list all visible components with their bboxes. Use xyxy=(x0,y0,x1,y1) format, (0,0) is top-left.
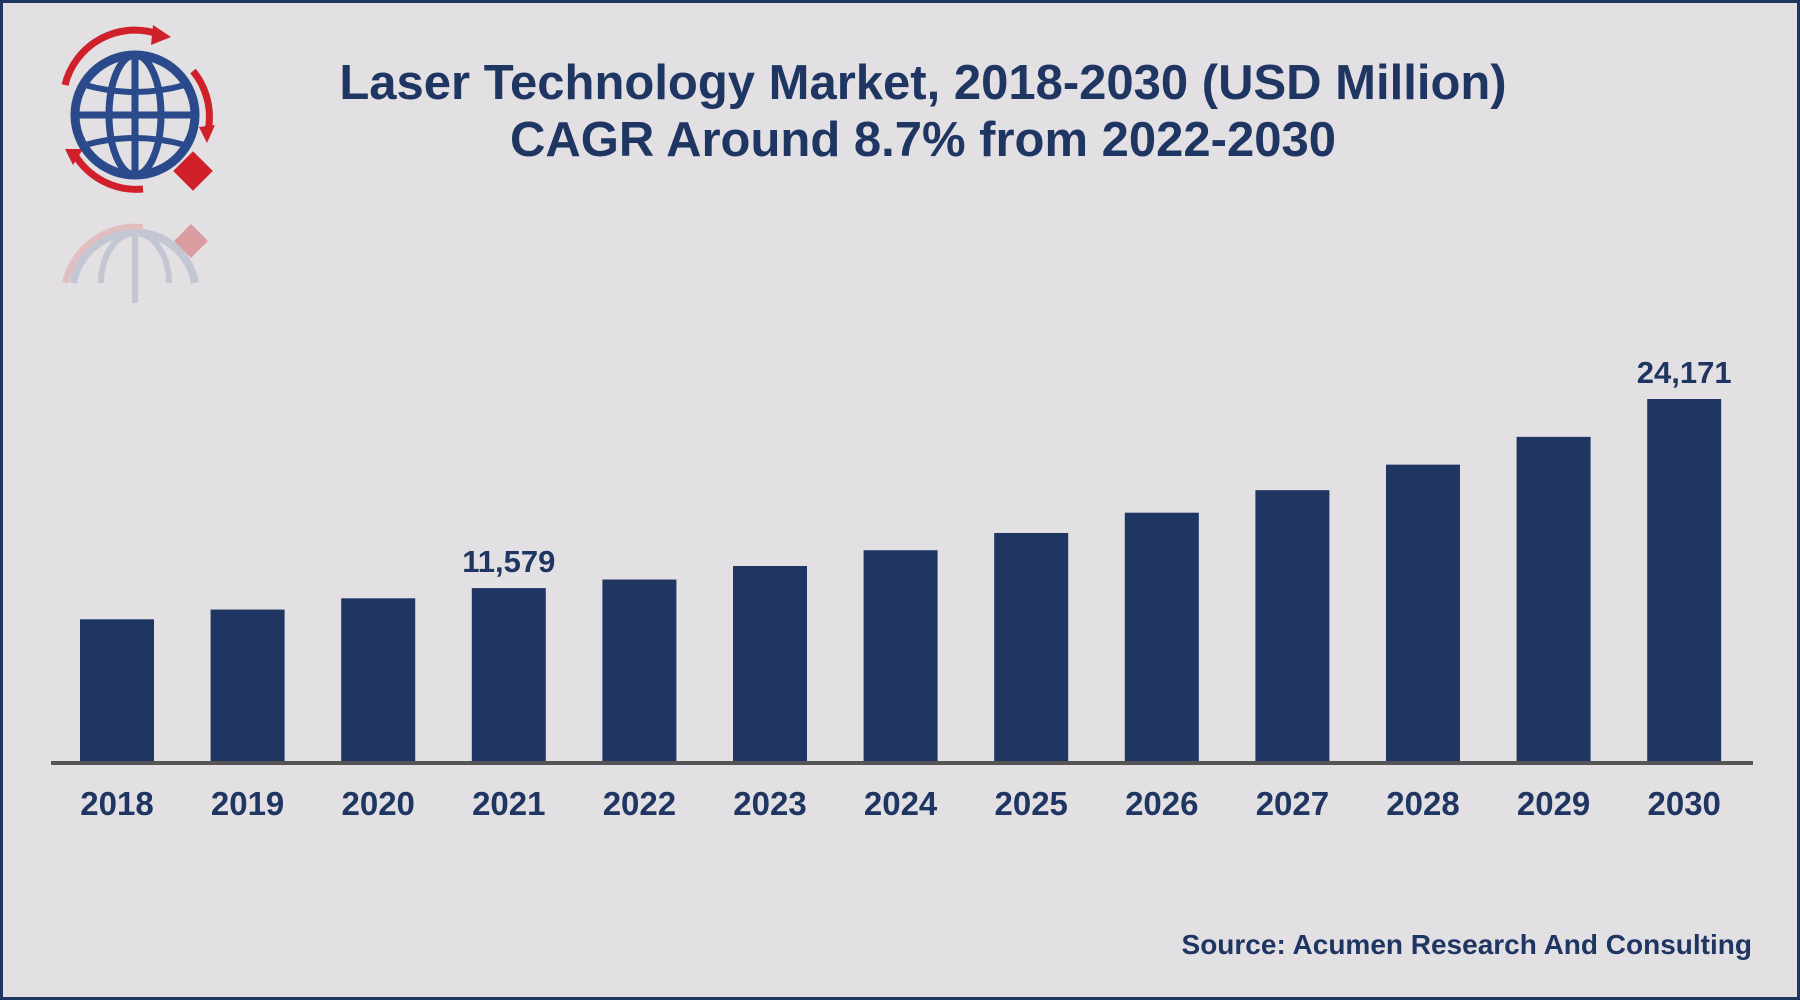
x-tick-label: 2023 xyxy=(733,785,806,822)
data-label-2021: 11,579 xyxy=(462,544,555,579)
bar-2021 xyxy=(471,588,546,762)
source-note: Source: Acumen Research And Consulting xyxy=(1181,929,1752,960)
bar-2018 xyxy=(80,619,154,762)
bar-2030 xyxy=(1647,399,1722,762)
bar-2025 xyxy=(994,532,1069,762)
globe-logo-icon xyxy=(61,25,215,193)
x-tick-label: 2020 xyxy=(341,785,414,822)
data-label-2030: 24,171 xyxy=(1637,355,1732,390)
chart-subtitle: CAGR Around 8.7% from 2022-2030 xyxy=(510,113,1336,167)
bar-chart: 2018 2019 2020 2021 11,579 2022 2023 2024 2025 20… xyxy=(51,355,1753,822)
x-tick-label: 2029 xyxy=(1517,785,1590,822)
bar-2028 xyxy=(1386,464,1460,762)
x-tick-label: 2025 xyxy=(994,785,1067,822)
x-tick-label: 2021 xyxy=(472,785,545,822)
bar-2026 xyxy=(1124,512,1199,762)
x-tick-label: 2022 xyxy=(603,785,676,822)
x-tick-label: 2019 xyxy=(211,785,284,822)
chart-title-block: Laser Technology Market, 2018-2030 (USD … xyxy=(253,55,1593,169)
x-tick-label: 2028 xyxy=(1386,785,1459,822)
bar-2020 xyxy=(341,598,416,762)
x-tick-label: 2027 xyxy=(1256,785,1329,822)
chart-title: Laser Technology Market, 2018-2030 (USD … xyxy=(339,56,1507,110)
bar-2027 xyxy=(1255,490,1330,762)
bar-2022 xyxy=(602,579,677,762)
bar-2023 xyxy=(733,566,807,762)
x-tick-label: 2018 xyxy=(80,785,153,822)
bar-2019 xyxy=(210,609,285,762)
bar-2024 xyxy=(863,550,938,762)
x-tick-label: 2026 xyxy=(1125,785,1198,822)
x-tick-label: 2030 xyxy=(1647,785,1720,822)
x-tick-label: 2024 xyxy=(864,785,938,822)
globe-logo-reflection xyxy=(62,223,208,303)
bar-2029 xyxy=(1516,436,1591,762)
